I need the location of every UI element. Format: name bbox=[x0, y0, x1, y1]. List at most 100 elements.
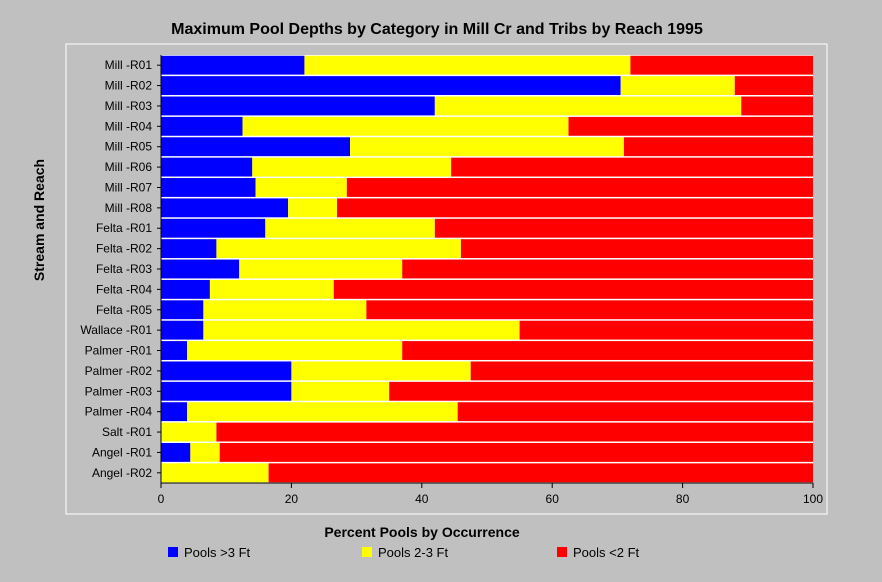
bar-segment bbox=[187, 341, 403, 360]
bar-segment bbox=[268, 463, 814, 483]
bar-segment bbox=[470, 361, 813, 381]
bar-segment bbox=[161, 198, 289, 218]
bar-segment bbox=[161, 300, 204, 320]
y-tick-label: Angel -R01 bbox=[92, 445, 152, 459]
bar-segment bbox=[620, 76, 735, 96]
bar-segment bbox=[161, 341, 188, 360]
bar-segment bbox=[161, 178, 256, 197]
x-tick-label: 40 bbox=[415, 492, 429, 506]
y-tick-label: Mill -R06 bbox=[105, 160, 153, 174]
bar-segment bbox=[457, 402, 813, 422]
y-tick-label: Mill -R01 bbox=[105, 58, 153, 72]
y-axis-title: Stream and Reach bbox=[31, 159, 47, 281]
bar-segment bbox=[203, 320, 520, 340]
bar-segment bbox=[161, 55, 305, 75]
y-tick-label: Mill -R05 bbox=[105, 140, 153, 154]
y-tick-label: Angel -R02 bbox=[92, 466, 152, 480]
bar-segment bbox=[252, 157, 452, 177]
legend-label: Pools <2 Ft bbox=[573, 545, 640, 560]
bar-segment bbox=[734, 76, 813, 96]
y-tick-label: Palmer -R02 bbox=[85, 364, 153, 378]
bar-segment bbox=[451, 157, 813, 177]
y-tick-label: Mill -R08 bbox=[105, 201, 153, 215]
bar-segment bbox=[161, 361, 292, 381]
y-tick-label: Mill -R02 bbox=[105, 79, 153, 93]
y-tick-label: Felta -R02 bbox=[96, 242, 152, 256]
legend-label: Pools >3 Ft bbox=[184, 545, 251, 560]
bar-segment bbox=[161, 442, 191, 462]
bar-segment bbox=[209, 279, 334, 299]
bar-segment bbox=[161, 239, 217, 259]
bar-segment bbox=[402, 259, 813, 279]
bar-segment bbox=[304, 55, 631, 75]
x-tick-label: 20 bbox=[285, 492, 299, 506]
bar-segment bbox=[337, 198, 813, 218]
x-axis-title: Percent Pools by Occurrence bbox=[324, 524, 520, 540]
bar-segment bbox=[434, 96, 742, 116]
bar-segment bbox=[242, 116, 569, 136]
legend-swatch bbox=[557, 547, 567, 557]
bar-segment bbox=[460, 239, 813, 259]
bar-segment bbox=[161, 218, 266, 238]
bar-segment bbox=[161, 381, 292, 401]
bar-segment bbox=[161, 116, 243, 136]
legend-swatch bbox=[362, 547, 372, 557]
bar-segment bbox=[161, 402, 188, 422]
bar-segment bbox=[346, 178, 813, 197]
bar-segment bbox=[203, 300, 367, 320]
legend: Pools >3 Ft Pools 2-3 Ft Pools <2 Ft bbox=[168, 545, 640, 560]
y-tick-label: Palmer -R04 bbox=[85, 405, 153, 419]
y-tick-label: Wallace -R01 bbox=[80, 323, 152, 337]
bar-segment bbox=[219, 442, 813, 462]
y-tick-label: Felta -R01 bbox=[96, 221, 152, 235]
bar-segment bbox=[255, 178, 347, 197]
bar-segment bbox=[187, 402, 458, 422]
bar-segment bbox=[216, 239, 461, 259]
bar-segment bbox=[402, 341, 813, 360]
bar-segment bbox=[568, 116, 813, 136]
bar-segment bbox=[623, 137, 813, 157]
y-tick-label: Felta -R05 bbox=[96, 303, 152, 317]
bar-segment bbox=[190, 442, 220, 462]
y-tick-label: Palmer -R01 bbox=[85, 344, 153, 358]
chart-title: Maximum Pool Depths by Category in Mill … bbox=[171, 21, 703, 38]
y-tick-label: Mill -R04 bbox=[105, 119, 153, 133]
bar-segment bbox=[216, 422, 814, 442]
bar-segment bbox=[265, 218, 435, 238]
bar-segment bbox=[161, 422, 217, 442]
y-tick-label: Palmer -R03 bbox=[85, 384, 153, 398]
bar-segment bbox=[161, 320, 204, 340]
bar-segment bbox=[161, 157, 253, 177]
x-tick-label: 100 bbox=[803, 492, 823, 506]
bar-segment bbox=[741, 96, 813, 116]
bar-segment bbox=[161, 463, 269, 483]
y-tick-label: Felta -R03 bbox=[96, 262, 152, 276]
bar-segment bbox=[630, 55, 813, 75]
bar-segment bbox=[288, 198, 338, 218]
bar-segment bbox=[291, 381, 390, 401]
bar-segment bbox=[291, 361, 471, 381]
bar-segment bbox=[161, 137, 351, 157]
bar-segment bbox=[333, 279, 813, 299]
legend-swatch bbox=[168, 547, 178, 557]
plot-area: Mill -R01 Mill -R02 Mill -R03 Mill -R04 Mill… bbox=[80, 55, 823, 506]
bar-segment bbox=[389, 381, 813, 401]
bar-segment bbox=[350, 137, 624, 157]
x-tick-label: 60 bbox=[546, 492, 560, 506]
y-tick-label: Mill -R07 bbox=[105, 180, 153, 194]
bar-segment bbox=[161, 76, 621, 96]
bar-segment bbox=[434, 218, 813, 238]
bar-segment bbox=[161, 279, 210, 299]
bar-segment bbox=[519, 320, 813, 340]
bar-segment bbox=[161, 96, 435, 116]
y-tick-label: Salt -R01 bbox=[102, 425, 152, 439]
y-tick-label: Mill -R03 bbox=[105, 99, 153, 113]
bar-segment bbox=[366, 300, 813, 320]
legend-label: Pools 2-3 Ft bbox=[378, 545, 448, 560]
x-tick-label: 80 bbox=[676, 492, 690, 506]
bar-segment bbox=[161, 259, 240, 279]
y-tick-label: Felta -R04 bbox=[96, 282, 152, 296]
bar-segment bbox=[239, 259, 403, 279]
x-tick-label: 0 bbox=[158, 492, 165, 506]
